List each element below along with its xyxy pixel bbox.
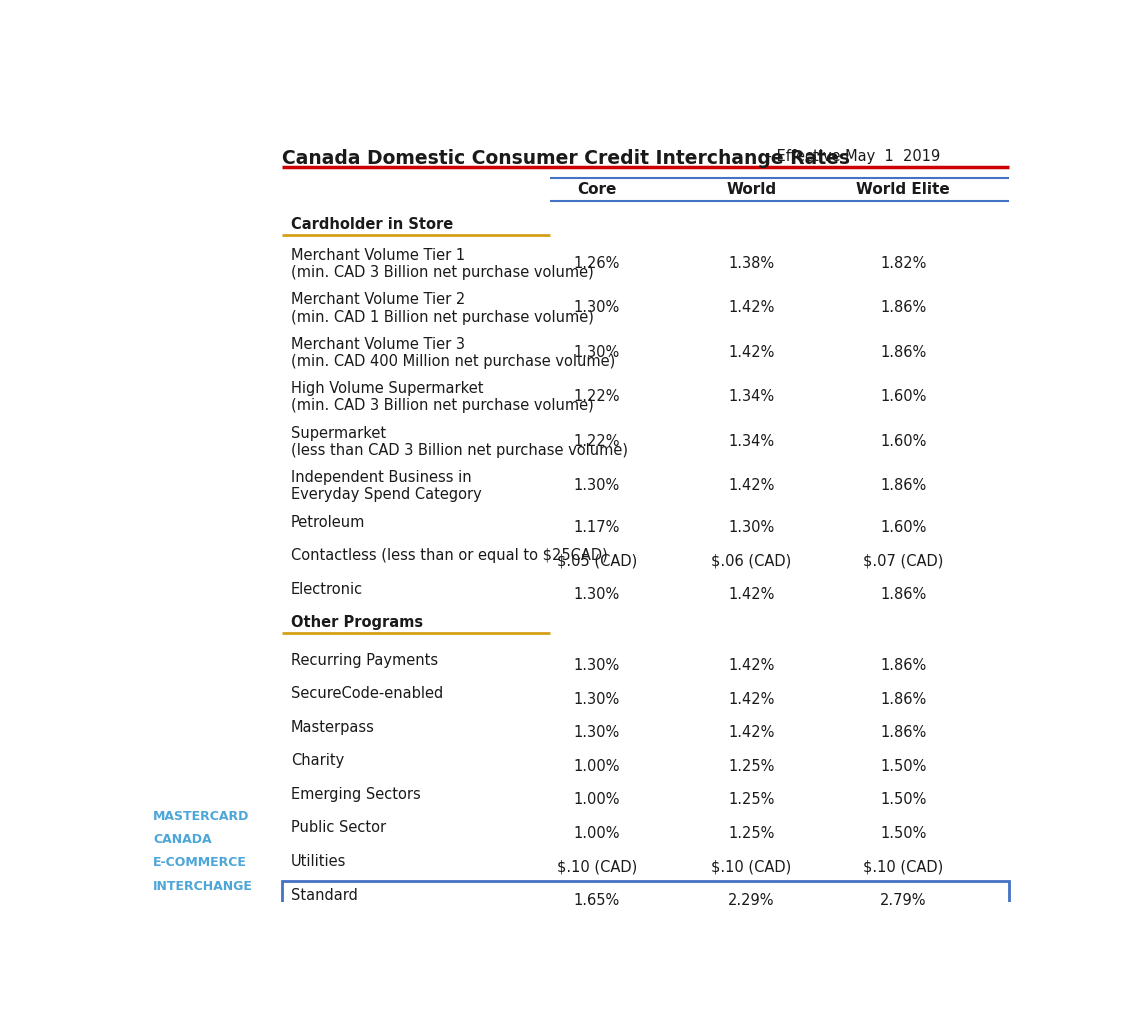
Text: Public Sector: Public Sector [290, 821, 386, 836]
Text: 1.30%: 1.30% [728, 520, 775, 535]
Text: Standard: Standard [290, 887, 358, 903]
Text: 1.30%: 1.30% [574, 692, 620, 707]
Text: $.10 (CAD): $.10 (CAD) [557, 859, 637, 874]
Text: World: World [727, 182, 777, 197]
Text: 1.22%: 1.22% [574, 389, 621, 404]
Text: 2.29%: 2.29% [728, 893, 775, 908]
Text: 1.17%: 1.17% [574, 520, 620, 535]
Text: Core: Core [577, 182, 616, 197]
Text: $.06 (CAD): $.06 (CAD) [712, 554, 792, 568]
Text: Petroleum: Petroleum [290, 515, 364, 530]
Text: Merchant Volume Tier 3: Merchant Volume Tier 3 [290, 337, 465, 352]
Text: Electronic: Electronic [290, 581, 363, 597]
Text: Utilities: Utilities [290, 854, 346, 869]
Text: Supermarket: Supermarket [290, 425, 386, 441]
Text: 1.00%: 1.00% [574, 792, 621, 807]
Text: 1.00%: 1.00% [574, 826, 621, 841]
Text: 1.86%: 1.86% [880, 588, 926, 602]
Text: Recurring Payments: Recurring Payments [290, 652, 437, 668]
Text: 1.86%: 1.86% [880, 658, 926, 674]
Text: $.05 (CAD): $.05 (CAD) [557, 554, 637, 568]
Text: 1.30%: 1.30% [574, 588, 620, 602]
Text: Emerging Sectors: Emerging Sectors [290, 787, 420, 802]
Text: SecureCode-enabled: SecureCode-enabled [290, 686, 443, 701]
Text: Canada Domestic Consumer Credit Interchange Rates: Canada Domestic Consumer Credit Intercha… [281, 149, 850, 168]
Text: Independent Business in: Independent Business in [290, 470, 472, 485]
Text: 1.60%: 1.60% [880, 434, 926, 449]
Text: 1.60%: 1.60% [880, 520, 926, 535]
FancyBboxPatch shape [281, 881, 1009, 917]
Text: (min. CAD 3 Billion net purchase volume): (min. CAD 3 Billion net purchase volume) [290, 398, 593, 413]
Text: 1.25%: 1.25% [728, 826, 775, 841]
Text: 1.82%: 1.82% [880, 255, 926, 270]
Text: 1.26%: 1.26% [574, 255, 620, 270]
Text: 1.30%: 1.30% [574, 300, 620, 315]
Text: 1.86%: 1.86% [880, 300, 926, 315]
Text: 1.42%: 1.42% [728, 725, 775, 741]
Text: 1.30%: 1.30% [574, 344, 620, 360]
Text: 1.86%: 1.86% [880, 478, 926, 493]
Text: Cardholder in Store: Cardholder in Store [290, 217, 453, 232]
Text: Other Programs: Other Programs [290, 615, 423, 630]
Text: 2.79%: 2.79% [880, 893, 926, 908]
Text: Merchant Volume Tier 2: Merchant Volume Tier 2 [290, 293, 465, 307]
Text: 1.00%: 1.00% [574, 759, 621, 774]
Text: 1.22%: 1.22% [574, 434, 621, 449]
Text: 1.42%: 1.42% [728, 300, 775, 315]
Text: 1.42%: 1.42% [728, 658, 775, 674]
Text: 1.42%: 1.42% [728, 478, 775, 493]
Text: $.10 (CAD): $.10 (CAD) [712, 859, 792, 874]
Text: Charity: Charity [290, 754, 344, 769]
Text: Everyday Spend Category: Everyday Spend Category [290, 487, 482, 502]
Text: Contactless (less than or equal to $25CAD): Contactless (less than or equal to $25CA… [290, 548, 607, 563]
Text: – Effective May  1  2019: – Effective May 1 2019 [761, 149, 941, 164]
Text: World Elite: World Elite [857, 182, 950, 197]
Text: (min. CAD 400 Million net purchase volume): (min. CAD 400 Million net purchase volum… [290, 354, 615, 369]
Text: 1.34%: 1.34% [729, 389, 775, 404]
Text: 1.86%: 1.86% [880, 692, 926, 707]
Text: 1.30%: 1.30% [574, 725, 620, 741]
Text: MASTERCARD: MASTERCARD [153, 809, 249, 823]
Text: 1.30%: 1.30% [574, 658, 620, 674]
Text: High Volume Supermarket: High Volume Supermarket [290, 381, 483, 396]
Text: 1.42%: 1.42% [728, 344, 775, 360]
Text: (less than CAD 3 Billion net purchase volume): (less than CAD 3 Billion net purchase vo… [290, 443, 628, 458]
Text: 1.34%: 1.34% [729, 434, 775, 449]
Text: 1.50%: 1.50% [880, 792, 926, 807]
Text: (min. CAD 1 Billion net purchase volume): (min. CAD 1 Billion net purchase volume) [290, 310, 593, 324]
Text: 1.42%: 1.42% [728, 588, 775, 602]
Text: Merchant Volume Tier 1: Merchant Volume Tier 1 [290, 248, 465, 263]
Text: 1.60%: 1.60% [880, 389, 926, 404]
Text: (min. CAD 3 Billion net purchase volume): (min. CAD 3 Billion net purchase volume) [290, 265, 593, 280]
Text: INTERCHANGE: INTERCHANGE [153, 879, 253, 892]
Text: 1.50%: 1.50% [880, 826, 926, 841]
Text: E-COMMERCE: E-COMMERCE [153, 856, 247, 869]
Text: 1.30%: 1.30% [574, 478, 620, 493]
Text: $.07 (CAD): $.07 (CAD) [863, 554, 943, 568]
Text: Masterpass: Masterpass [290, 720, 375, 734]
Text: 1.86%: 1.86% [880, 725, 926, 741]
Text: 1.42%: 1.42% [728, 692, 775, 707]
Text: CANADA: CANADA [153, 833, 212, 846]
Text: 1.25%: 1.25% [728, 759, 775, 774]
Text: 1.50%: 1.50% [880, 759, 926, 774]
Text: 1.38%: 1.38% [729, 255, 775, 270]
Text: 1.25%: 1.25% [728, 792, 775, 807]
Text: $.10 (CAD): $.10 (CAD) [863, 859, 943, 874]
Text: 1.65%: 1.65% [574, 893, 620, 908]
Text: 1.86%: 1.86% [880, 344, 926, 360]
